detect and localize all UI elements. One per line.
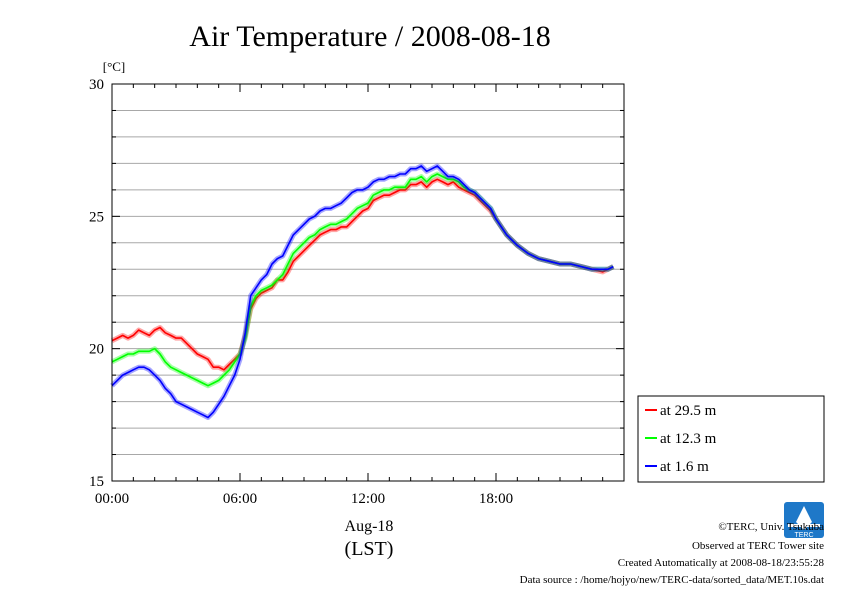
series-lines bbox=[110, 163, 615, 420]
y-tick-label: 25 bbox=[89, 209, 104, 225]
logo-text: TERC bbox=[794, 532, 813, 539]
footer-created: Created Automatically at 2008-08-18/23:5… bbox=[618, 557, 825, 569]
footer-source: Data source : /home/hojyo/new/TERC-data/… bbox=[520, 574, 824, 586]
footer-observed: Observed at TERC Tower site bbox=[692, 540, 824, 552]
footer-copyright: ©TERC, Univ. Tsukuba bbox=[718, 521, 824, 533]
legend: at 29.5 m at 12.3 m at 1.6 m bbox=[637, 395, 825, 483]
x-tick-label: 12:00 bbox=[351, 491, 385, 507]
grid-lines bbox=[112, 109, 624, 456]
y-axis-unit: [°C] bbox=[103, 59, 126, 74]
y-tick-label: 30 bbox=[89, 77, 104, 93]
x-tick-label: 18:00 bbox=[479, 491, 513, 507]
y-tick-label: 15 bbox=[89, 474, 104, 490]
legend-label-1: at 29.5 m bbox=[660, 403, 717, 419]
legend-box bbox=[637, 395, 825, 483]
x-axis-lst: (LST) bbox=[345, 538, 394, 560]
legend-label-3: at 1.6 m bbox=[660, 459, 709, 475]
terc-logo: TERC bbox=[784, 502, 824, 539]
series-line bbox=[111, 178, 614, 371]
x-axis-date: Aug-18 bbox=[345, 518, 394, 535]
series-line bbox=[111, 165, 614, 419]
x-tick-label: 06:00 bbox=[223, 491, 257, 507]
y-tick-label: 20 bbox=[89, 342, 104, 358]
x-axis: 00:00 06:00 12:00 18:00 bbox=[95, 84, 625, 507]
y-axis: 30 25 20 15 bbox=[89, 77, 624, 490]
chart-title: Air Temperature / 2008-08-18 bbox=[189, 20, 550, 53]
x-tick-label: 00:00 bbox=[95, 491, 129, 507]
plot-frame bbox=[111, 83, 625, 482]
legend-label-2: at 12.3 m bbox=[660, 431, 717, 447]
series-line bbox=[111, 173, 614, 387]
